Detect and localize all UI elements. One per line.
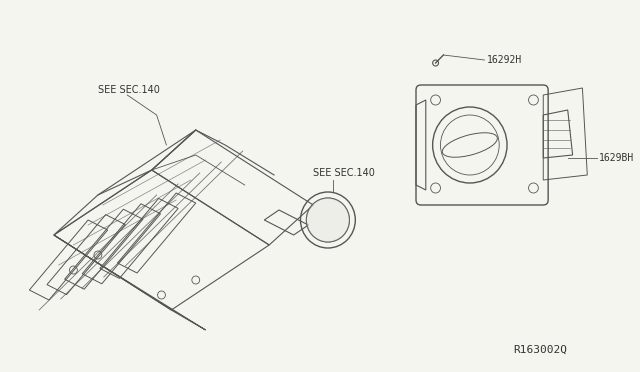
Circle shape (307, 198, 349, 242)
Text: 1629BH: 1629BH (599, 153, 634, 163)
Text: 16292H: 16292H (486, 55, 522, 65)
Text: R163002Q: R163002Q (514, 345, 568, 355)
Text: SEE SEC.140: SEE SEC.140 (98, 85, 160, 95)
Text: SEE SEC.140: SEE SEC.140 (313, 168, 375, 178)
